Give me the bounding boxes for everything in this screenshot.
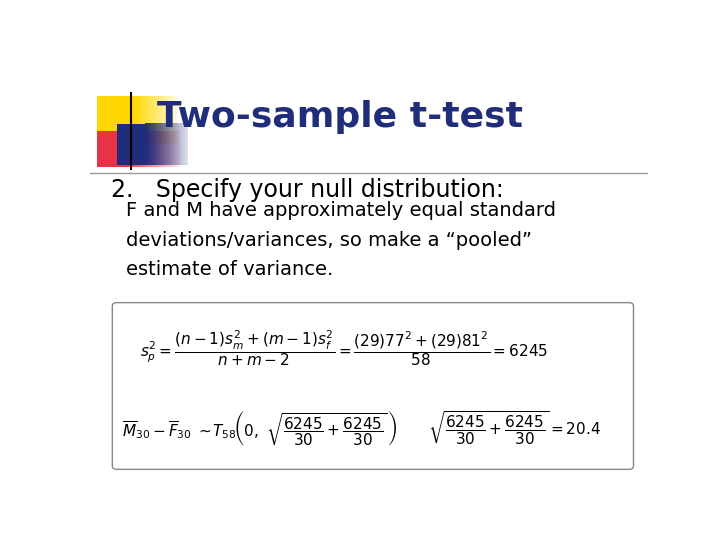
FancyBboxPatch shape	[97, 96, 133, 144]
FancyBboxPatch shape	[117, 124, 145, 165]
Text: 2.   Specify your null distribution:: 2. Specify your null distribution:	[111, 178, 504, 202]
Text: F and M have approximately equal standard
deviations/variances, so make a “poole: F and M have approximately equal standar…	[126, 201, 557, 279]
FancyBboxPatch shape	[112, 302, 634, 469]
Text: $s_p^2 = \dfrac{(n-1)s_m^2 + (m-1)s_f^2}{n+m-2} = \dfrac{(29)77^2 + (29)81^2}{58: $s_p^2 = \dfrac{(n-1)s_m^2 + (m-1)s_f^2}…	[140, 328, 549, 368]
Text: Two-sample t-test: Two-sample t-test	[157, 100, 523, 134]
FancyBboxPatch shape	[97, 131, 125, 167]
Text: $\sqrt{\dfrac{6245}{30} + \dfrac{6245}{30}} = 20.4$: $\sqrt{\dfrac{6245}{30} + \dfrac{6245}{3…	[428, 410, 600, 448]
Text: $\overline{M}_{30} - \overline{F}_{30}\ \sim\! T_{58}\!\left(0,\ \sqrt{\dfrac{62: $\overline{M}_{30} - \overline{F}_{30}\ …	[122, 409, 398, 448]
